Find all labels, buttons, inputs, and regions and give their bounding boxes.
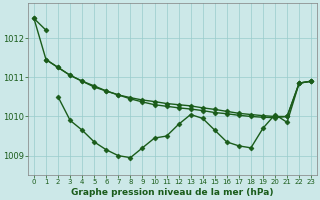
X-axis label: Graphe pression niveau de la mer (hPa): Graphe pression niveau de la mer (hPa) xyxy=(71,188,274,197)
